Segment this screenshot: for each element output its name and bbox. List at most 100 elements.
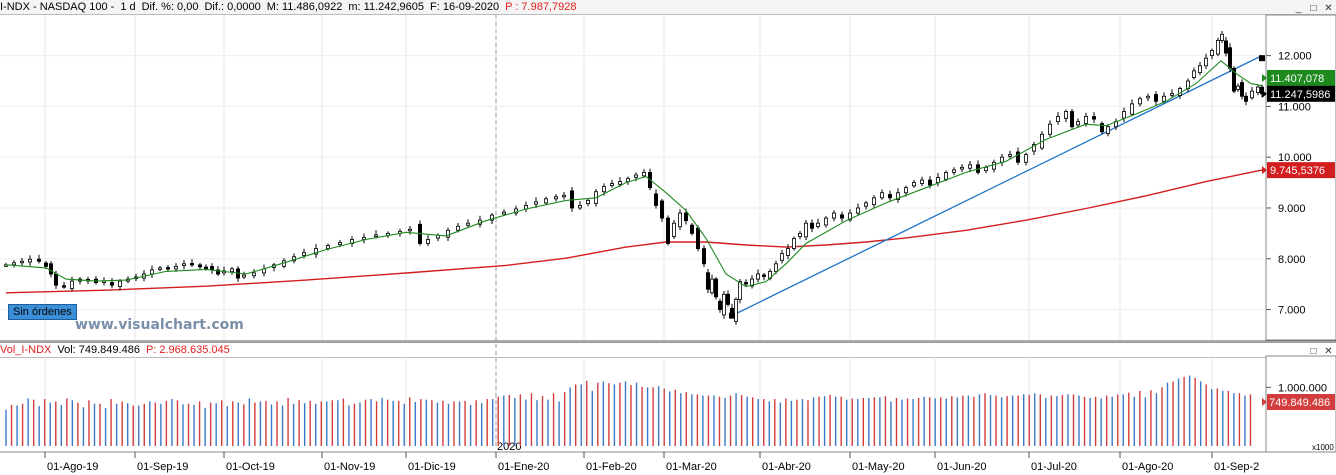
candle-body: [672, 222, 677, 237]
candle-body: [1008, 154, 1013, 157]
candle-body: [1244, 95, 1249, 102]
volume-maximize-button[interactable]: □: [1310, 345, 1317, 357]
volume-tick-label: 1.000.000: [1278, 382, 1327, 394]
candle-body: [856, 207, 861, 214]
candle-body: [1056, 116, 1061, 122]
candle-body: [554, 196, 559, 200]
price-tick-label: 8.000: [1278, 254, 1306, 266]
dif-pct-label: Dif. %: 0,00: [141, 1, 199, 13]
candle-body: [165, 267, 170, 270]
candle-body: [1232, 67, 1237, 92]
price-pane-header: I-NDX - NASDAQ 100 - 1 d Dif. %: 0,00 Dif.:…: [0, 0, 1336, 15]
candle-body: [774, 263, 779, 272]
price-tick-label: 9.000: [1278, 203, 1306, 215]
candle-body: [602, 186, 607, 193]
volume-minimize-button[interactable]: _: [1295, 345, 1302, 357]
minimize-button[interactable]: _: [1295, 2, 1302, 14]
ma-long-line: [5, 169, 1263, 294]
candle-body: [1122, 111, 1127, 119]
candle-body: [1130, 103, 1135, 115]
candle-body: [864, 202, 869, 207]
candle-body: [1198, 65, 1203, 74]
green-price-label-arrow: [1262, 73, 1267, 82]
volume-pane-header: Vol_I-NDX Vol: 749.849.486 P: 2.968.635.04…: [0, 342, 1336, 358]
candle-body: [361, 237, 366, 240]
candle-body: [824, 217, 829, 226]
orders-badge[interactable]: Sin órdenes: [8, 304, 77, 320]
candle-body: [888, 194, 893, 199]
candle-body: [1048, 123, 1053, 135]
red-price-label-arrow: [1262, 166, 1267, 175]
volume-window-buttons: _ □ ✕: [1293, 344, 1334, 358]
date-tick-label: 01-Jul-20: [1031, 461, 1077, 473]
candle-body: [810, 222, 815, 229]
candle-body: [189, 263, 194, 266]
candle-body: [1084, 116, 1089, 124]
date-tick-label: 01-May-20: [852, 461, 905, 473]
candle-body: [465, 222, 470, 226]
candle-body: [702, 248, 707, 265]
candle-body: [11, 262, 16, 266]
trend-line: [731, 55, 1263, 317]
candle-body: [118, 280, 123, 287]
candle-body: [1216, 39, 1221, 55]
candle-body: [301, 252, 306, 256]
candle-body: [696, 227, 701, 249]
black-price-label-arrow: [1262, 89, 1267, 98]
candle-body: [110, 282, 115, 286]
volume-scale-note: x1000: [1312, 443, 1334, 452]
candle-body: [634, 174, 639, 178]
candle-body: [62, 285, 67, 288]
price-window-buttons: _ □ ✕: [1293, 1, 1334, 15]
date-tick-label: 01-Ago-20: [1122, 461, 1173, 473]
red-price-label-bg: [1267, 162, 1335, 179]
candle-body: [49, 263, 54, 275]
candle-body: [968, 164, 973, 169]
p-label: P : 7.987,7928: [505, 1, 577, 13]
candle-body: [1256, 86, 1261, 93]
candle-body: [660, 200, 665, 219]
candle-body: [337, 242, 342, 245]
green-price-label: 11.407,078: [1270, 73, 1324, 85]
candle-body: [562, 194, 567, 198]
candle-body: [578, 205, 583, 209]
black-price-label: 11.247,5986: [1270, 89, 1330, 101]
candle-body: [750, 278, 755, 287]
candle-body: [1154, 94, 1159, 102]
candle-body: [744, 282, 749, 285]
candle-body: [722, 293, 727, 316]
volume-price-label-bg: [1267, 394, 1335, 410]
red-price-label: 9.745,5376: [1270, 165, 1325, 177]
candle-body: [70, 280, 75, 290]
candle-body: [1024, 154, 1029, 163]
price-tick-label: 12.000: [1278, 51, 1312, 63]
volume-close-button[interactable]: ✕: [1324, 345, 1333, 357]
candle-body: [27, 258, 32, 263]
volume-price-label-arrow: [1262, 398, 1267, 406]
volume-value-label: Vol: 749.849.486: [57, 344, 140, 356]
candle-body: [920, 179, 925, 184]
maximize-button[interactable]: □: [1310, 2, 1317, 14]
candle-body: [780, 253, 785, 261]
candle-body: [1146, 95, 1151, 99]
black-price-label-bg: [1267, 85, 1335, 102]
candle-body: [586, 199, 591, 205]
candle-body: [1138, 98, 1143, 105]
date-tick-label: 01-Mar-20: [666, 461, 717, 473]
candle-body: [44, 262, 49, 267]
candle-body: [714, 278, 719, 298]
close-button[interactable]: ✕: [1324, 2, 1333, 14]
date-tick-label: 01-Dic-19: [408, 461, 456, 473]
candle-body: [1210, 50, 1215, 56]
date-tick-label: 01-Sep-2: [1214, 461, 1259, 473]
candle-body: [832, 212, 837, 219]
price-tick-label: 10.000: [1278, 152, 1312, 164]
date-tick-label: 01-Ene-20: [498, 461, 549, 473]
trend-anchor-marker: [729, 312, 735, 319]
candle-body: [1100, 123, 1105, 133]
candle-body: [149, 269, 154, 275]
date-tick-label: 01-Nov-19: [324, 461, 375, 473]
candle-body: [710, 278, 715, 294]
candle-body: [762, 274, 767, 277]
